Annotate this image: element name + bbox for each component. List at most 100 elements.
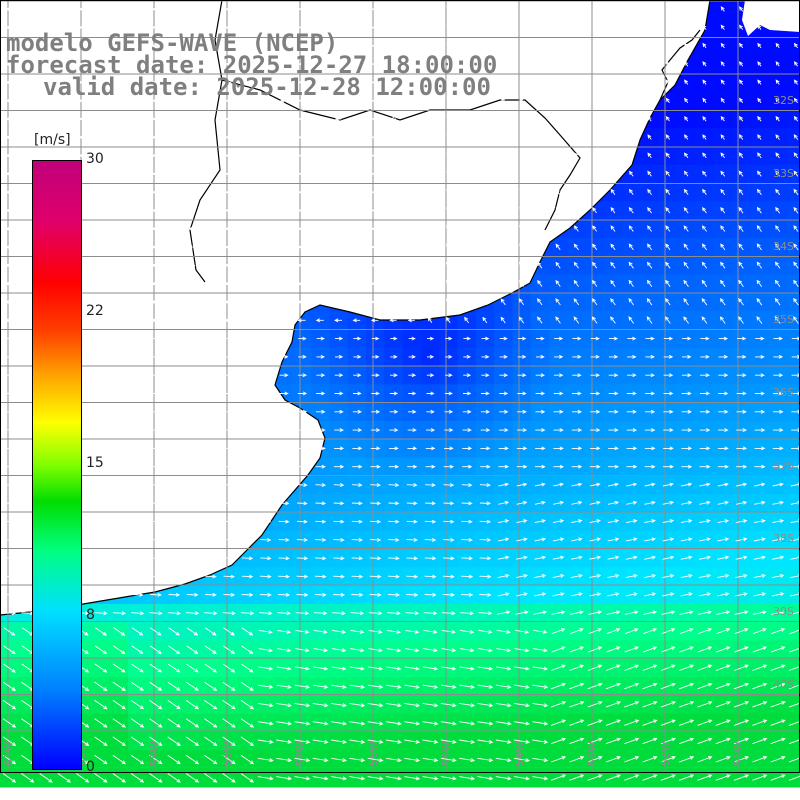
wind-arrow xyxy=(4,318,13,323)
wind-arrow xyxy=(683,243,689,251)
wind-arrow xyxy=(738,170,744,177)
wind-arrow xyxy=(441,611,456,616)
wind-arrow xyxy=(224,190,232,195)
wind-arrow xyxy=(406,592,419,597)
wind-arrow xyxy=(150,483,162,488)
wind-arrow xyxy=(243,226,250,231)
wind-arrow xyxy=(295,648,310,653)
wind-arrow xyxy=(537,279,543,287)
wind-arrow xyxy=(644,537,656,542)
wind-arrow xyxy=(660,682,676,690)
wind-arrow xyxy=(660,719,676,726)
wind-arrow xyxy=(605,719,622,726)
wind-arrow xyxy=(151,300,159,304)
wind-arrow xyxy=(335,336,344,341)
wind-arrow xyxy=(133,80,140,85)
wind-arrow xyxy=(736,446,748,451)
wind-arrow xyxy=(316,226,324,231)
wind-arrow xyxy=(592,279,598,287)
wind-arrow xyxy=(757,24,762,30)
latitude-label: 35S xyxy=(773,313,794,326)
wind-arrow xyxy=(498,482,510,487)
wind-arrow xyxy=(389,263,397,268)
wind-arrow xyxy=(499,391,509,396)
wind-arrow xyxy=(789,628,800,635)
wind-arrow xyxy=(665,188,671,195)
wind-arrow xyxy=(552,519,565,524)
wind-arrow xyxy=(719,316,726,324)
wind-arrow xyxy=(261,80,268,85)
wind-arrow xyxy=(642,701,658,708)
wind-arrow xyxy=(519,207,524,214)
wind-arrow xyxy=(555,207,561,214)
wind-arrow xyxy=(298,43,305,48)
wind-arrow xyxy=(243,171,250,176)
wind-arrow xyxy=(368,666,384,671)
wind-arrow xyxy=(555,316,561,324)
wind-arrow xyxy=(95,501,107,506)
wind-arrow xyxy=(389,117,397,121)
wind-arrow xyxy=(315,501,327,506)
wind-arrow xyxy=(697,756,713,763)
wind-arrow xyxy=(313,611,328,616)
wind-arrow xyxy=(754,482,766,487)
wind-arrow xyxy=(312,757,329,763)
wind-arrow xyxy=(697,610,713,615)
wind-arrow xyxy=(279,25,287,30)
wind-arrow xyxy=(422,721,439,726)
wind-arrow xyxy=(149,681,163,691)
wind-arrow xyxy=(260,538,272,542)
wind-arrow xyxy=(461,519,473,524)
wind-cell xyxy=(786,677,800,696)
wind-arrow xyxy=(424,592,437,597)
wind-arrow xyxy=(240,681,254,691)
wind-arrow xyxy=(169,483,180,488)
wind-arrow xyxy=(788,774,800,781)
wind-arrow xyxy=(260,464,271,469)
wind-arrow xyxy=(534,592,547,597)
wind-arrow xyxy=(681,409,692,414)
wind-arrow xyxy=(350,648,365,653)
wind-arrow xyxy=(243,354,252,359)
wind-arrow xyxy=(169,226,177,231)
wind-arrow xyxy=(628,279,634,287)
wind-arrow xyxy=(132,318,141,323)
wind-arrow xyxy=(665,42,670,49)
wind-arrow xyxy=(733,701,750,708)
wind-arrow xyxy=(629,42,634,49)
wind-arrow xyxy=(334,318,342,323)
wind-arrow xyxy=(754,409,766,414)
wind-arrow xyxy=(4,556,16,561)
wind-arrow xyxy=(734,610,749,615)
wind-arrow xyxy=(352,464,363,469)
wind-arrow xyxy=(406,574,419,579)
wind-arrow xyxy=(720,207,726,214)
wind-arrow xyxy=(518,279,524,287)
wind-arrow xyxy=(628,188,634,195)
wind-arrow xyxy=(717,537,730,542)
wind-arrow xyxy=(736,482,748,487)
wind-arrow xyxy=(573,261,579,269)
wind-arrow xyxy=(479,483,491,488)
latitude-label: 33S xyxy=(773,167,794,180)
wind-arrow xyxy=(771,628,786,635)
wind-arrow xyxy=(757,61,762,67)
wind-arrow xyxy=(556,42,561,49)
land-region-ne xyxy=(742,0,800,36)
wind-arrow xyxy=(132,574,144,579)
colorbar-tick-30: 30 xyxy=(86,151,104,167)
wind-arrow xyxy=(464,115,469,122)
wind-arrow xyxy=(573,243,579,251)
wind-arrow xyxy=(405,629,420,634)
wind-arrow xyxy=(427,280,433,287)
wind-arrow xyxy=(151,464,162,469)
wind-arrow xyxy=(112,718,126,728)
wind-arrow xyxy=(60,135,67,140)
wind-arrow xyxy=(370,446,381,451)
wind-arrow xyxy=(353,98,360,103)
wind-arrow xyxy=(697,719,713,726)
wind-arrow xyxy=(773,373,784,378)
wind-arrow xyxy=(537,225,543,232)
wind-arrow xyxy=(752,664,768,671)
wind-arrow xyxy=(188,117,195,121)
